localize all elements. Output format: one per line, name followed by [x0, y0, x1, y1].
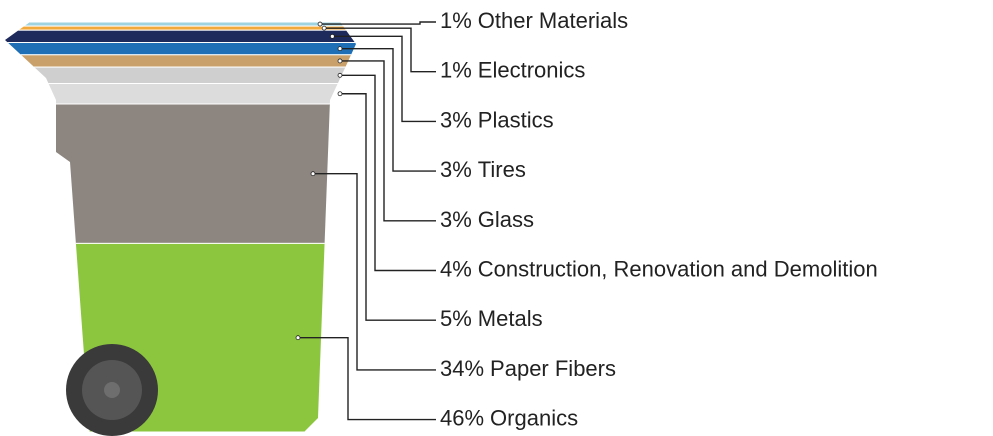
category-label: Construction, Renovation and Demolition [478, 256, 878, 281]
leader-line [313, 172, 436, 371]
layer-label: 4% Construction, Renovation and Demolitio… [440, 256, 878, 281]
leader-line [298, 337, 436, 421]
value-label: 46% [440, 405, 484, 430]
leader-line [340, 60, 436, 222]
leader-dot [337, 72, 343, 78]
leader-dot [337, 46, 343, 52]
value-label: 3% [440, 107, 472, 132]
value-label: 1% [440, 58, 472, 83]
value-label: 3% [440, 207, 472, 232]
value-label: 4% [440, 256, 472, 281]
wheel-axle [104, 382, 120, 398]
value-label: 3% [440, 157, 472, 182]
value-label: 34% [440, 356, 484, 381]
category-label: Plastics [478, 107, 554, 132]
category-label: Glass [478, 207, 534, 232]
leader-line [332, 35, 436, 123]
leader-dot [329, 33, 335, 39]
category-label: Tires [478, 157, 526, 182]
layer-label: 34% Paper Fibers [440, 356, 616, 381]
layer-label: 5% Metals [440, 306, 543, 331]
leader-dot [321, 25, 327, 31]
leader-dot [337, 91, 343, 97]
leader-line [340, 74, 436, 272]
leader-line [324, 27, 436, 73]
layer-label: 1% Other Materials [440, 8, 628, 33]
bin [5, 22, 356, 433]
leader-line [340, 93, 436, 321]
leader-line [340, 47, 436, 172]
category-label: Metals [478, 306, 543, 331]
layer-label: 3% Tires [440, 157, 526, 182]
layer-label: 3% Glass [440, 207, 534, 232]
value-label: 1% [440, 8, 472, 33]
leader-dot [295, 335, 301, 341]
leader-dot [337, 58, 343, 64]
category-label: Electronics [478, 58, 586, 83]
leader-line [320, 21, 436, 25]
category-label: Organics [490, 405, 578, 430]
leader-dot [317, 21, 323, 27]
layer-label: 3% Plastics [440, 107, 554, 132]
category-label: Other Materials [478, 8, 628, 33]
layer-label: 46% Organics [440, 405, 578, 430]
layer-label: 1% Electronics [440, 58, 585, 83]
value-label: 5% [440, 306, 472, 331]
category-label: Paper Fibers [490, 356, 616, 381]
leader-dot [310, 171, 316, 177]
